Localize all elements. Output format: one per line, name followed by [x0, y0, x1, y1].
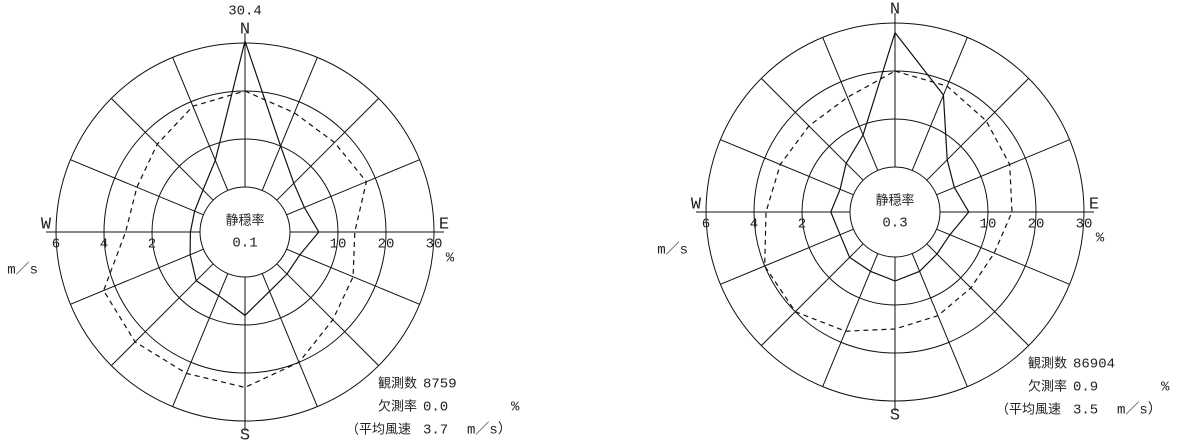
- y2-unit: m／s: [657, 242, 688, 259]
- count-value: 86904: [1073, 357, 1115, 373]
- y-tick-label: 10: [980, 217, 997, 233]
- calm-label: 静穏率: [875, 193, 914, 209]
- spoke: [286, 159, 420, 216]
- y-unit: %: [1096, 231, 1105, 247]
- direction-label: E: [1089, 195, 1099, 214]
- calm-value: 0.1: [232, 236, 257, 252]
- missing-unit: %: [1161, 380, 1170, 396]
- calm-label: 静穏率: [225, 213, 264, 229]
- mean-speed-value: 3.7: [423, 423, 448, 439]
- spoke: [286, 248, 420, 305]
- direction-label: S: [890, 406, 900, 425]
- y2-tick-label: 4: [100, 237, 108, 253]
- direction-label: W: [691, 195, 702, 214]
- missing-value: 0.9: [1073, 380, 1098, 396]
- mean-speed-unit: m／s）: [1117, 402, 1162, 419]
- spoke: [70, 159, 204, 216]
- spoke: [822, 253, 879, 387]
- direction-label: N: [240, 20, 250, 39]
- spoke: [720, 228, 854, 285]
- spoke: [911, 253, 968, 387]
- y-unit: %: [446, 251, 455, 267]
- mean-speed-label: （平均風速: [996, 403, 1061, 418]
- spoke: [261, 57, 318, 191]
- y-tick-label: 30: [426, 237, 443, 253]
- spoke: [276, 263, 379, 366]
- rose-line: [764, 70, 1013, 332]
- rose-line: [189, 38, 320, 317]
- spoke: [720, 139, 854, 196]
- rose-line: [830, 31, 970, 282]
- y2-tick-label: 2: [148, 237, 156, 253]
- spoke: [936, 139, 1070, 196]
- spoke: [111, 263, 214, 366]
- mean-speed-label: （平均風速: [346, 423, 411, 438]
- direction-label: W: [41, 215, 52, 234]
- y-tick-label: 20: [1028, 217, 1045, 233]
- y2-tick-label: 2: [798, 217, 806, 233]
- y-tick-label: 30: [1076, 217, 1093, 233]
- calm-circle: [199, 186, 291, 278]
- spoke: [70, 248, 204, 305]
- y2-tick-label: 4: [750, 217, 758, 233]
- direction-label: N: [890, 0, 900, 19]
- peak-label: 30.4: [228, 4, 262, 20]
- calm-value: 0.3: [882, 216, 907, 232]
- spoke: [926, 243, 1029, 346]
- spoke: [926, 78, 1029, 181]
- direction-label: S: [240, 426, 250, 445]
- spoke: [111, 98, 214, 201]
- missing-label: 欠測率: [1028, 379, 1067, 395]
- calm-circle: [849, 166, 941, 258]
- spoke: [911, 37, 968, 171]
- count-label: 観測数: [378, 377, 417, 392]
- count-value: 8759: [423, 377, 457, 393]
- y2-tick-label: 6: [52, 237, 60, 253]
- count-label: 観測数: [1028, 357, 1067, 372]
- y2-tick-label: 6: [702, 217, 710, 233]
- y2-unit: m／s: [7, 262, 38, 279]
- missing-label: 欠測率: [378, 399, 417, 415]
- mean-speed-value: 3.5: [1073, 403, 1098, 419]
- direction-label: E: [439, 215, 449, 234]
- missing-value: 0.0: [423, 400, 448, 416]
- spoke: [172, 57, 229, 191]
- spoke: [276, 98, 379, 201]
- spoke: [172, 273, 229, 407]
- spoke: [761, 78, 864, 181]
- spoke: [761, 243, 864, 346]
- missing-unit: %: [511, 400, 520, 416]
- y-tick-label: 10: [330, 237, 347, 253]
- mean-speed-unit: m／s）: [467, 422, 512, 439]
- spoke: [261, 273, 318, 407]
- rose-line: [102, 90, 368, 389]
- spoke: [822, 37, 879, 171]
- y-tick-label: 20: [378, 237, 395, 253]
- spoke: [936, 228, 1070, 285]
